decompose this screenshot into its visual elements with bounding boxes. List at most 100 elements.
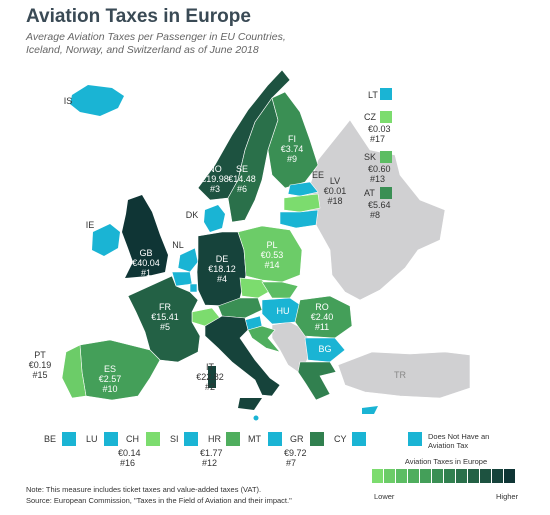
swatch-MT [268, 432, 282, 446]
legend-scale-swatch [504, 469, 515, 483]
label-PT-rank: #15 [32, 370, 47, 380]
map-subtitle: Average Aviation Taxes per Passenger in … [26, 31, 286, 56]
legend-higher-label: Higher [496, 492, 519, 501]
country-shape-DK [204, 205, 225, 232]
legend-scale-swatch [372, 469, 383, 483]
label-CZ-side: CZ [364, 112, 376, 122]
label-ES-rank: #10 [102, 384, 117, 394]
label-PT-code: PT [34, 350, 46, 360]
label-BE-bottom: BE [44, 434, 56, 444]
country-shape-IT [204, 315, 281, 397]
country-shape-SK [261, 281, 299, 299]
country-shape-IE [92, 224, 120, 256]
label-CZ-side-value: €0.03 [368, 124, 391, 134]
country-shape-CY [362, 406, 378, 414]
label-PL-rank: #14 [264, 260, 279, 270]
label-PT-value: €0.19 [29, 360, 52, 370]
label-PL-value: €0.53 [261, 250, 284, 260]
label-CH-bottom-value: €0.14 [118, 448, 141, 458]
swatch-HR [226, 432, 240, 446]
label-AT-side-value: €5.64 [368, 200, 391, 210]
swatch-BE [62, 432, 76, 446]
swatch-LT [380, 88, 392, 100]
country-shape-IT-sicily [238, 398, 262, 410]
label-AT-side-rank: #8 [370, 210, 380, 220]
legend-scale-swatch [420, 469, 431, 483]
country-shape-ES [79, 339, 161, 401]
label-DE-value: €18.12 [208, 264, 236, 274]
label-NO-value: €19.98 [201, 174, 229, 184]
country-shape-PL [237, 225, 303, 283]
label-SK-side-rank: #13 [370, 174, 385, 184]
swatch-AT [380, 187, 392, 199]
legend-scale-swatch [408, 469, 419, 483]
label-RO-value: €2.40 [311, 312, 334, 322]
country-shape-MT [253, 415, 259, 421]
country-shape-LT [279, 209, 319, 229]
country-shape-FR [127, 275, 201, 363]
label-CZ-side-rank: #17 [370, 134, 385, 144]
label-NO-code: NO [208, 164, 222, 174]
label-GR-bottom-rank: #7 [286, 458, 296, 468]
label-DK-code: DK [186, 210, 199, 220]
label-MT-bottom: MT [248, 434, 261, 444]
label-PL-code: PL [266, 240, 277, 250]
label-SE-rank: #6 [237, 184, 247, 194]
country-shape-GB [122, 195, 168, 278]
country-shape-RU-BY-UA [304, 119, 446, 301]
swatch-CY [352, 432, 366, 446]
legend-scale-swatch [468, 469, 479, 483]
country-shape-TR [337, 351, 471, 399]
label-IS-code: IS [64, 96, 73, 106]
country-shape-FI [267, 91, 319, 189]
country-shape-GR [297, 361, 337, 401]
label-FR-value: €15.41 [151, 312, 179, 322]
label-CH-bottom: CH [126, 434, 139, 444]
country-shape-BG [304, 337, 346, 363]
footnote-note: Note: This measure includes ticket taxes… [26, 485, 262, 494]
country-shape-LU [189, 283, 198, 293]
country-shape-HR [247, 325, 281, 353]
label-ES-value: €2.57 [99, 374, 122, 384]
label-RO-rank: #11 [315, 322, 329, 332]
label-SK-side: SK [364, 152, 376, 162]
label-DE-code: DE [216, 254, 229, 264]
label-CY-bottom: CY [334, 434, 347, 444]
swatch-SK [380, 151, 392, 163]
label-HU-code: HU [277, 306, 290, 316]
label-ES-code: ES [104, 364, 116, 374]
label-GR-bottom-value: €9.72 [284, 448, 307, 458]
label-EE-code: EE [312, 170, 324, 180]
label-NL-code: NL [172, 240, 184, 250]
swatch-GR [310, 432, 324, 446]
swatch-SI [184, 432, 198, 446]
legend-no-tax-swatch [408, 432, 422, 446]
label-IT-rank: #2 [205, 382, 215, 392]
country-shape-IS [70, 85, 124, 116]
label-LV-code: LV [330, 176, 340, 186]
country-shape-RO [294, 295, 353, 339]
label-SE-code: SE [236, 164, 248, 174]
label-SK-side-value: €0.60 [368, 164, 391, 174]
label-NO-rank: #3 [210, 184, 220, 194]
label-TR-code: TR [394, 370, 406, 380]
label-FR-code: FR [159, 302, 171, 312]
country-shape-PT [61, 344, 87, 399]
legend-scale-swatch [492, 469, 503, 483]
legend-scale-swatch [384, 469, 395, 483]
label-AT-side: AT [364, 188, 375, 198]
country-shape-EE [287, 181, 319, 197]
label-HR-bottom-value: €1.77 [200, 448, 223, 458]
legend-lower-label: Lower [374, 492, 395, 501]
legend-scale-title: Aviation Taxes in Europe [404, 457, 488, 466]
label-GR-bottom: GR [290, 434, 304, 444]
label-LV-rank: #18 [327, 196, 342, 206]
swatch-LU [104, 432, 118, 446]
label-LT-side: LT [368, 90, 378, 100]
label-SE-value: €14.48 [228, 174, 256, 184]
label-IT-value: €22.82 [196, 372, 224, 382]
label-CH-bottom-rank: #16 [120, 458, 135, 468]
legend-scale-swatch [480, 469, 491, 483]
label-RO-code: RO [315, 302, 329, 312]
